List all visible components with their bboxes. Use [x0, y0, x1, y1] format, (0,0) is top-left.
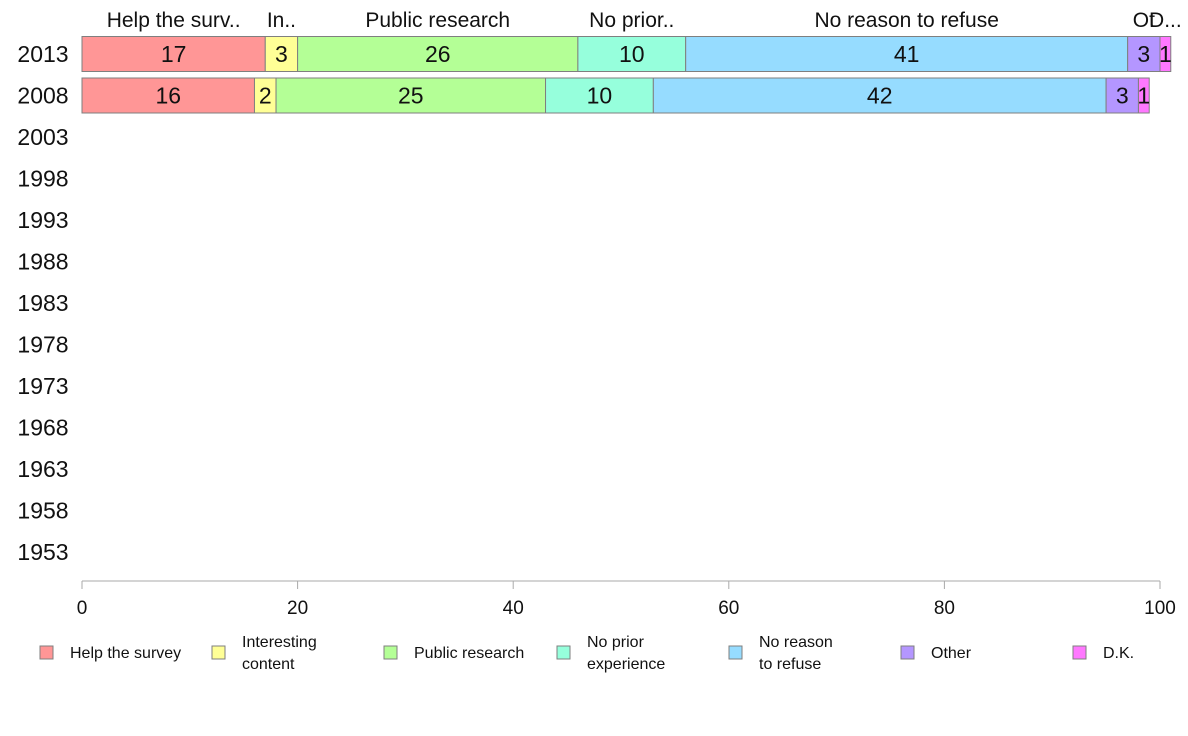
legend-label: No prior	[587, 634, 645, 651]
bar-value-label: 1	[1159, 41, 1172, 67]
year-label: 1978	[17, 332, 68, 358]
bar-value-label: 10	[619, 41, 645, 67]
segment-name-label: In..	[267, 9, 296, 32]
bar-segment	[685, 36, 1129, 72]
bar-value-label: 3	[1137, 41, 1150, 67]
legend-label: Help the survey	[70, 645, 181, 662]
x-tick-label: 40	[503, 598, 524, 619]
year-label: 2013	[17, 41, 68, 67]
legend-label: to refuse	[759, 656, 821, 673]
bar-value-label: 26	[425, 41, 451, 67]
bar-segment	[1105, 77, 1139, 114]
legend-swatch	[211, 645, 226, 660]
bar-segment	[1159, 36, 1172, 72]
legend-swatch	[39, 645, 54, 660]
legend-label: content	[242, 656, 295, 673]
legend-label: No reason	[759, 634, 833, 651]
x-tick-label: 20	[287, 598, 308, 619]
segment-name-label: Ot	[1133, 9, 1155, 32]
bar-segment	[297, 36, 579, 72]
legend-swatch	[728, 645, 743, 660]
bar-value-label: 17	[161, 41, 187, 67]
year-label: 1983	[17, 290, 68, 316]
legend-swatch	[383, 645, 398, 660]
bar-segment	[81, 77, 255, 114]
bar-value-label: 1	[1137, 83, 1150, 109]
bar-value-label: 3	[275, 41, 288, 67]
bar-value-label: 10	[587, 83, 613, 109]
bar-value-label: 41	[894, 41, 920, 67]
x-tick-label: 0	[77, 598, 88, 619]
bar-value-label: 3	[1116, 83, 1129, 109]
segment-name-label: Public research	[365, 9, 510, 32]
bar-value-label: 16	[155, 83, 181, 109]
bar-segment	[545, 77, 654, 114]
legend-swatch	[900, 645, 915, 660]
segment-name-label: No prior..	[589, 9, 674, 32]
bar-value-label: 25	[398, 83, 424, 109]
bar-value-label: 2	[259, 83, 272, 109]
year-label: 1988	[17, 249, 68, 275]
year-label: 1998	[17, 166, 68, 192]
year-label: 1993	[17, 207, 68, 233]
legend-swatch	[556, 645, 571, 660]
bar-segment	[81, 36, 266, 72]
year-label: 1973	[17, 373, 68, 399]
year-label: 1963	[17, 456, 68, 482]
bar-segment	[264, 36, 299, 72]
x-tick-label: 60	[718, 598, 739, 619]
year-label: 1968	[17, 415, 68, 441]
legend-label: Interesting	[242, 634, 317, 651]
legend-label: Other	[931, 645, 972, 662]
segment-name-label: No reason to refuse	[814, 9, 998, 32]
legend-label: Public research	[414, 645, 524, 662]
legend-label: experience	[587, 656, 665, 673]
bar-segment	[275, 77, 547, 114]
bar-value-label: 42	[867, 83, 893, 109]
legend-swatch	[1072, 645, 1087, 660]
year-label: 1953	[17, 539, 68, 565]
year-label: 2008	[17, 83, 68, 109]
year-label: 2003	[17, 124, 68, 150]
segment-name-label: Help the surv..	[107, 9, 241, 32]
year-label: 1958	[17, 498, 68, 524]
legend-label: D.K.	[1103, 645, 1134, 662]
x-tick-label: 80	[934, 598, 955, 619]
bar-segment	[1127, 36, 1161, 72]
bar-segment	[652, 77, 1107, 114]
segment-name-label: D...	[1149, 9, 1182, 32]
x-tick-label: 100	[1144, 598, 1176, 619]
bar-segment	[1137, 77, 1150, 114]
